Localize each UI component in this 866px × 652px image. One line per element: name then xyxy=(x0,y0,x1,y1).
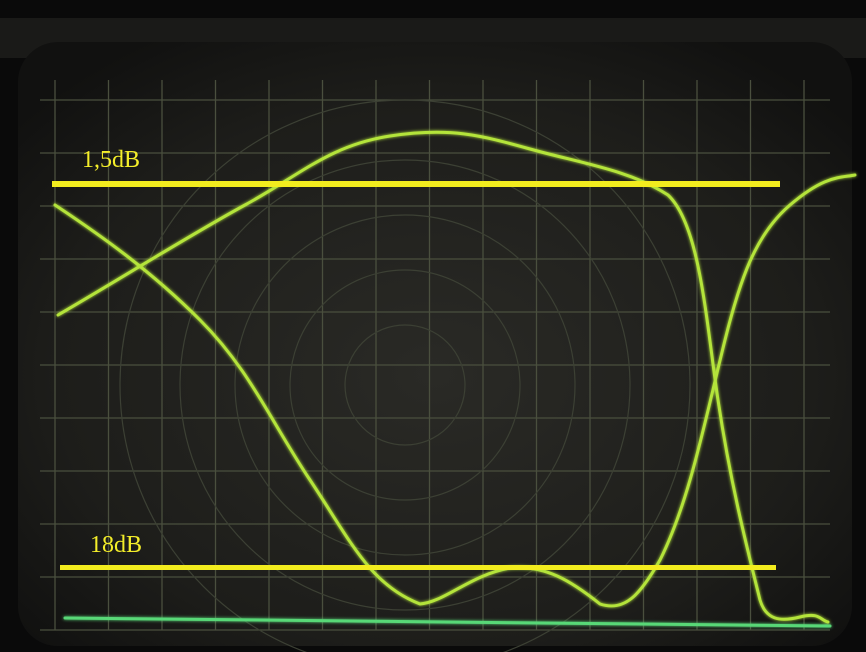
graticule xyxy=(40,80,830,631)
circles xyxy=(119,99,691,652)
trace-baseline xyxy=(63,616,832,628)
upper-line-label: 1,5dB xyxy=(82,147,140,173)
lower-marker-line xyxy=(60,565,776,570)
upper-marker-line xyxy=(52,181,780,187)
lower-line-label: 18dB xyxy=(90,532,142,558)
